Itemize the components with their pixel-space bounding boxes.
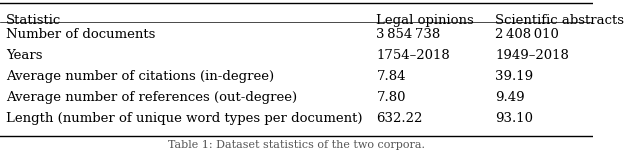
Text: Number of documents: Number of documents <box>6 28 156 41</box>
Text: Table 1: Dataset statistics of the two corpora.: Table 1: Dataset statistics of the two c… <box>168 140 425 150</box>
Text: 1949–2018: 1949–2018 <box>495 49 569 62</box>
Text: 2 408 010: 2 408 010 <box>495 28 559 41</box>
Text: Average number of references (out-degree): Average number of references (out-degree… <box>6 91 297 104</box>
Text: Scientific abstracts: Scientific abstracts <box>495 14 624 27</box>
Text: 7.80: 7.80 <box>376 91 406 104</box>
Text: 3 854 738: 3 854 738 <box>376 28 441 41</box>
Text: 1754–2018: 1754–2018 <box>376 49 450 62</box>
Text: Years: Years <box>6 49 42 62</box>
Text: Average number of citations (in-degree): Average number of citations (in-degree) <box>6 70 274 83</box>
Text: 632.22: 632.22 <box>376 112 423 125</box>
Text: Length (number of unique word types per document): Length (number of unique word types per … <box>6 112 362 125</box>
Text: 9.49: 9.49 <box>495 91 525 104</box>
Text: 39.19: 39.19 <box>495 70 533 83</box>
Text: Legal opinions: Legal opinions <box>376 14 474 27</box>
Text: Statistic: Statistic <box>6 14 61 27</box>
Text: 93.10: 93.10 <box>495 112 533 125</box>
Text: 7.84: 7.84 <box>376 70 406 83</box>
